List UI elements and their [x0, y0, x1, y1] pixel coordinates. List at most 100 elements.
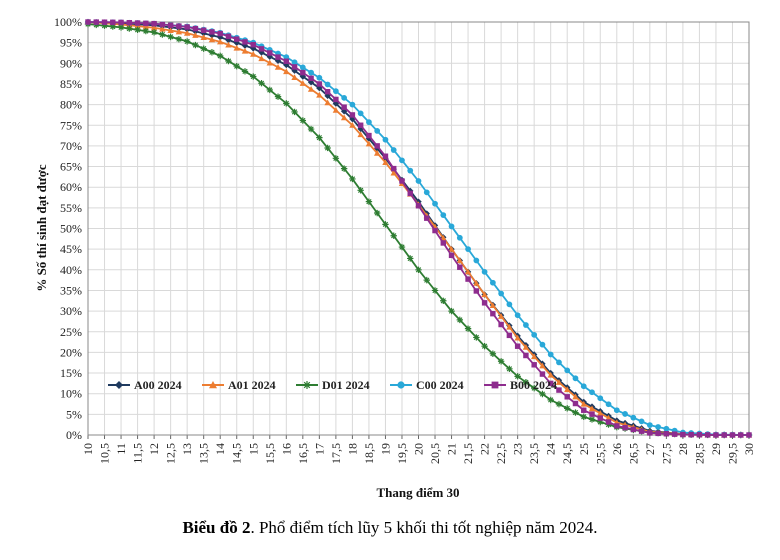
data-point [539, 390, 546, 398]
data-point [382, 221, 389, 228]
data-point [547, 371, 554, 378]
data-point [85, 19, 91, 25]
data-point [150, 29, 158, 36]
data-point [308, 75, 314, 81]
data-point [126, 25, 133, 32]
legend-marker [209, 381, 217, 389]
series-group [84, 18, 753, 439]
data-point [473, 334, 480, 341]
grid [87, 21, 750, 436]
data-point [564, 394, 570, 400]
data-point [117, 24, 125, 31]
x-tick-label: 26,5 [626, 443, 640, 464]
data-point [291, 67, 298, 74]
x-tick-label: 17,5 [329, 443, 343, 464]
data-point [440, 212, 447, 218]
data-point [366, 132, 372, 139]
data-point [167, 33, 174, 41]
data-point [498, 321, 504, 328]
data-point [630, 426, 637, 433]
data-point [373, 149, 381, 156]
data-point [522, 379, 530, 386]
y-tick-label: 70% [60, 139, 82, 153]
data-point [399, 178, 405, 184]
data-point [357, 131, 364, 138]
data-point [159, 25, 166, 32]
data-point [200, 45, 207, 52]
data-point [291, 74, 298, 81]
data-point [696, 432, 703, 438]
data-point [341, 95, 348, 101]
data-point [307, 86, 315, 92]
data-point [489, 350, 497, 357]
data-point [324, 81, 331, 88]
data-point [481, 300, 488, 306]
y-tick-label: 85% [60, 77, 82, 91]
data-point [390, 165, 397, 172]
legend-label: D01 2024 [322, 378, 370, 392]
data-point [539, 371, 546, 377]
data-point [572, 409, 579, 416]
x-tick-label: 29,5 [725, 443, 739, 464]
data-point [365, 198, 373, 205]
data-point [680, 431, 686, 438]
x-tick-label: 14,5 [230, 443, 244, 464]
plot-frame [87, 21, 750, 436]
data-point [490, 310, 496, 317]
y-tick-label: 15% [60, 366, 82, 380]
data-point [324, 99, 331, 106]
data-point [250, 73, 257, 80]
y-tick-label: 5% [66, 407, 82, 421]
data-point [432, 200, 438, 207]
data-point [448, 245, 455, 252]
data-point [357, 110, 364, 117]
data-point [142, 23, 150, 30]
data-point [721, 432, 727, 438]
y-tick-label: 30% [60, 304, 82, 318]
data-point [597, 415, 603, 421]
x-tick-label: 21 [445, 443, 459, 455]
data-point [167, 27, 174, 34]
data-point [580, 383, 587, 390]
legend-item: A01 2024 [202, 378, 276, 392]
data-point [333, 96, 339, 103]
data-point [622, 424, 628, 431]
data-point [373, 209, 381, 217]
data-point [597, 395, 604, 402]
data-point [258, 55, 265, 62]
data-point [572, 393, 579, 400]
data-point [300, 69, 306, 76]
data-point [555, 379, 563, 385]
data-point [390, 169, 397, 176]
data-point [456, 316, 464, 324]
legend-item: D01 2024 [296, 378, 370, 392]
data-point [638, 428, 645, 434]
data-point [324, 144, 331, 152]
y-tick-label: 95% [60, 36, 82, 50]
data-point [258, 80, 265, 87]
x-tick-label: 22,5 [494, 443, 508, 464]
caption-text: . Phổ điểm tích lũy 5 khối thi tốt nghiệ… [250, 518, 598, 537]
data-point [738, 432, 744, 438]
data-point [159, 31, 166, 38]
data-point [547, 380, 554, 387]
data-point [481, 291, 488, 298]
data-point [663, 431, 670, 437]
data-point [746, 432, 752, 438]
data-point [638, 418, 645, 425]
data-point [208, 36, 216, 43]
data-point [481, 268, 488, 275]
x-tick-label: 16,5 [296, 443, 310, 464]
data-point [209, 29, 215, 35]
y-axis-ticks: 0% 5% 10% 15% 20% 25% 30% 35% 40% 45% 50% 55% 60% 65%… [54, 15, 82, 442]
data-point [580, 400, 587, 407]
data-point [713, 432, 719, 438]
data-point [415, 203, 422, 209]
data-point [481, 343, 488, 350]
data-point [589, 411, 595, 417]
x-tick-label: 18 [345, 443, 359, 455]
data-point [208, 32, 216, 39]
data-point [340, 114, 348, 121]
data-point [647, 430, 653, 436]
data-point [523, 352, 529, 359]
